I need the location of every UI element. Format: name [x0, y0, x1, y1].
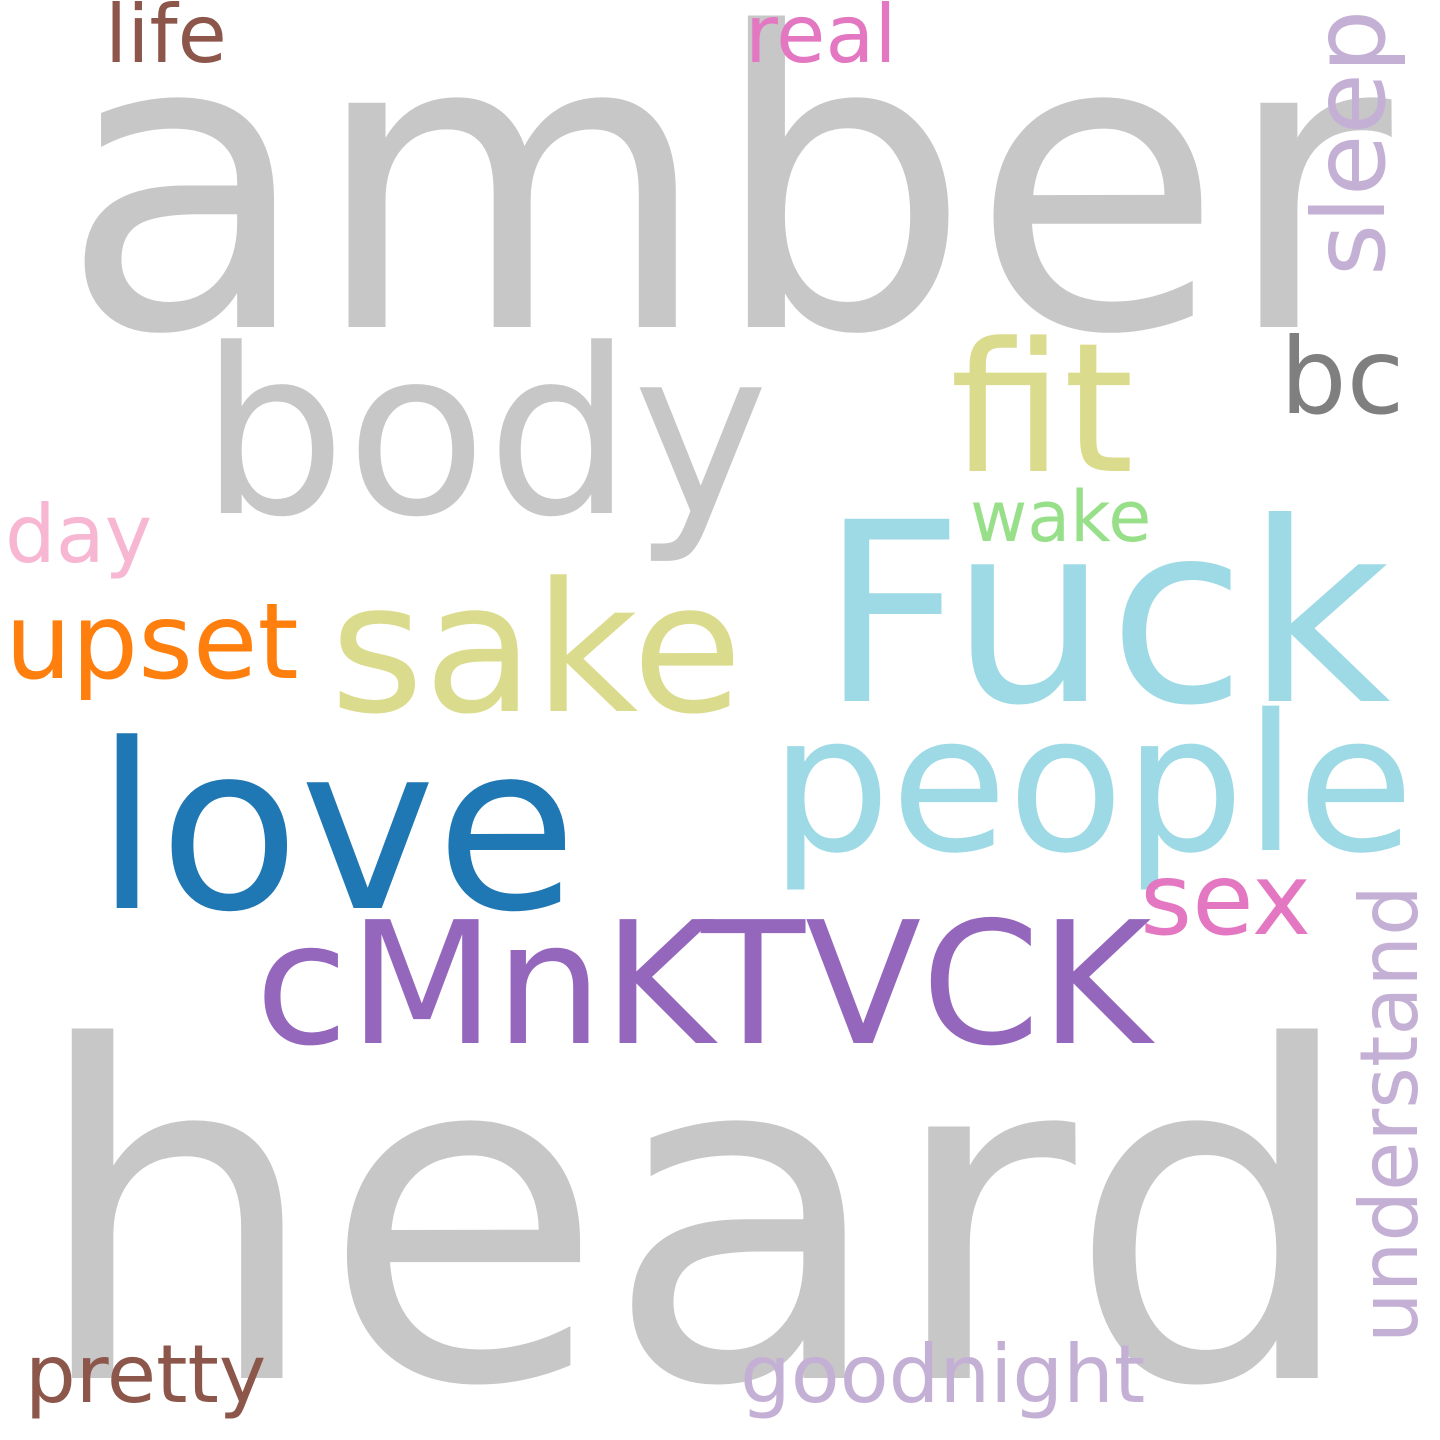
word-sleep: sleep [1291, 9, 1408, 276]
word-bc: bc [1280, 316, 1405, 438]
word-people: people [770, 674, 1415, 895]
word-fuck: Fuck [820, 469, 1391, 760]
word-amber: amber [60, 0, 1392, 424]
word-day: day [5, 488, 153, 581]
word-pretty: pretty [25, 1328, 267, 1421]
word-real: real [745, 0, 897, 81]
word-cmnktvck: cMnKTVCK [255, 886, 1152, 1084]
word-understand: understand [1343, 885, 1436, 1343]
word-upset: upset [5, 581, 299, 703]
word-love: love [95, 696, 578, 963]
word-heard: heard [30, 952, 1360, 1440]
word-wake: wake [970, 476, 1152, 558]
word-fit: fit [950, 305, 1134, 514]
word-sex: sex [1140, 841, 1312, 958]
word-goodnight: goodnight [740, 1328, 1146, 1421]
word-body: body [200, 301, 769, 568]
word-sake: sake [330, 545, 743, 754]
word-life: life [105, 0, 227, 81]
